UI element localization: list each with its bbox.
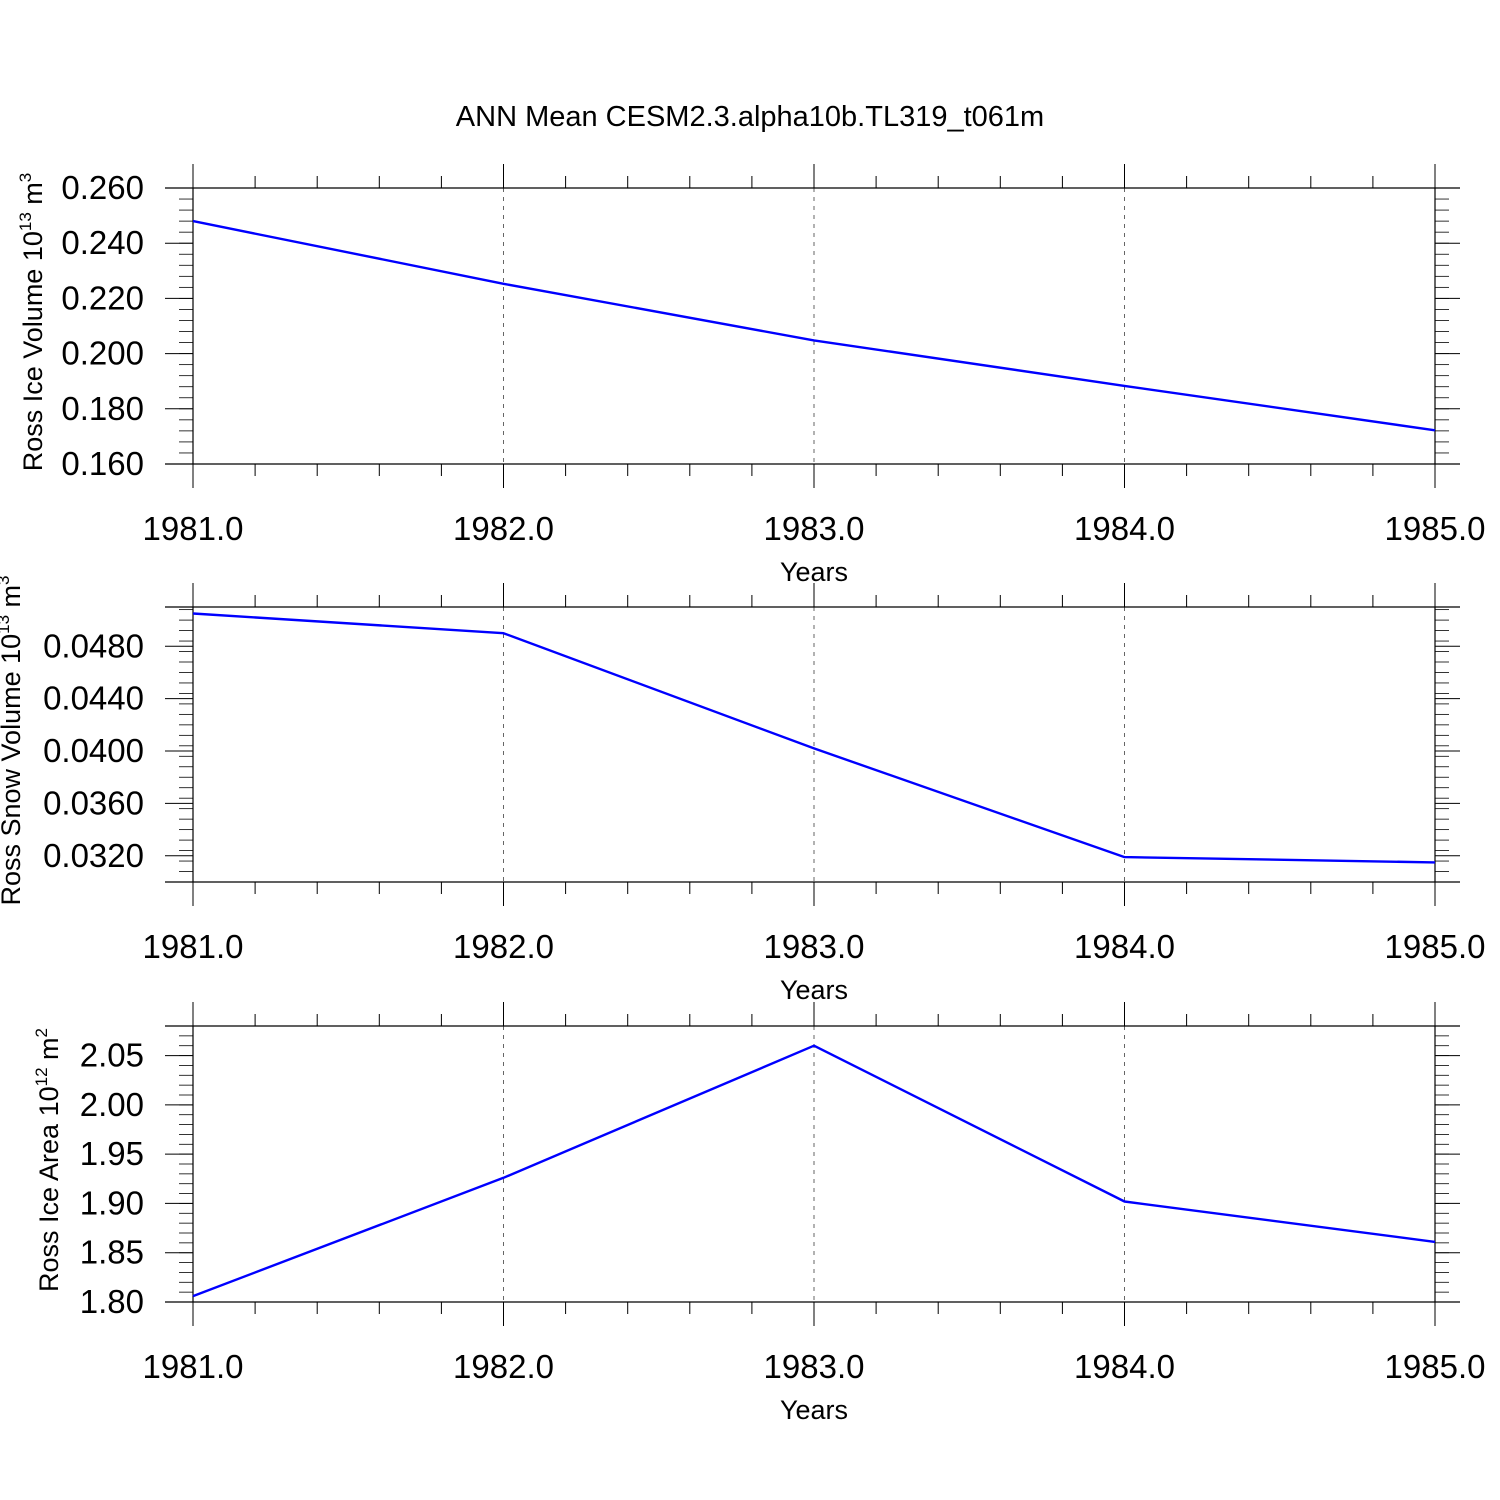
y-tick-label: 0.160 — [61, 445, 144, 482]
chart-panel-2: 0.0320 0.0360 0.0400 0.0440 0.0480 1981.0 1982… — [0, 575, 1485, 1005]
x-tick-label: 1985.0 — [1385, 928, 1486, 965]
x-tick-label: 1984.0 — [1074, 510, 1175, 547]
y-tick-label: 0.260 — [61, 169, 144, 206]
x-tick-label: 1981.0 — [143, 1348, 244, 1385]
y-tick-label: 1.85 — [80, 1234, 144, 1271]
x-tick-label: 1981.0 — [143, 510, 244, 547]
y-tick-label: 1.90 — [80, 1184, 144, 1221]
x-tick-label: 1984.0 — [1074, 1348, 1175, 1385]
y-axis-title-superscript: 3 — [0, 575, 13, 584]
x-tick-label: 1983.0 — [764, 510, 865, 547]
y-tick-label: 1.95 — [80, 1135, 144, 1172]
x-tick-label: 1983.0 — [764, 1348, 865, 1385]
x-tick-label: 1984.0 — [1074, 928, 1175, 965]
x-tick-label: 1982.0 — [453, 928, 554, 965]
series-line — [192, 1044, 1436, 1298]
y-axis-title-superscript: 3 — [16, 173, 35, 182]
y-axis-title-part: Ross Snow Volume 10 — [0, 634, 26, 906]
y-tick-label: 2.00 — [80, 1086, 144, 1123]
figure-title: ANN Mean CESM2.3.alpha10b.TL319_t061m — [456, 101, 1044, 133]
y-tick-label: 2.05 — [80, 1037, 144, 1074]
y-axis-title-part: m — [0, 585, 26, 615]
series-line — [192, 612, 1436, 864]
x-tick-label: 1981.0 — [143, 928, 244, 965]
y-axis-title: Ross Snow Volume 1013 m3 — [0, 575, 26, 905]
y-axis-title-part: Ross Ice Volume 10 — [18, 231, 48, 471]
y-axis-title-superscript: 13 — [16, 212, 35, 231]
x-tick-label: 1983.0 — [764, 928, 865, 965]
y-tick-label: 0.0360 — [43, 784, 144, 821]
y-tick-label: 0.0440 — [43, 680, 144, 717]
series-line — [192, 219, 1436, 432]
y-axis-title-part: Ross Ice Area 10 — [34, 1086, 64, 1292]
x-tick-label: 1985.0 — [1385, 510, 1486, 547]
chart-panel-1: 0.160 0.180 0.200 0.220 0.240 0.260 1981.0 1982… — [16, 164, 1485, 587]
y-axis-title-superscript: 12 — [32, 1067, 51, 1086]
y-tick-label: 0.200 — [61, 335, 144, 372]
x-tick-label: 1985.0 — [1385, 1348, 1486, 1385]
y-axis-title-part: m — [18, 182, 48, 212]
y-axis-title-superscript: 2 — [32, 1028, 51, 1037]
chart-panel-3: 1.80 1.85 1.90 1.95 2.00 2.05 1981.0 1982.0 1983… — [32, 1002, 1485, 1425]
x-axis-title: Years — [780, 557, 848, 587]
y-tick-label: 0.0320 — [43, 837, 144, 874]
chart-panels: 0.160 0.180 0.200 0.220 0.240 0.260 1981.0 1982… — [0, 164, 1485, 1425]
y-axis-title: Ross Ice Area 1012 m2 — [32, 1028, 64, 1292]
y-tick-label: 0.180 — [61, 390, 144, 427]
y-tick-label: 0.240 — [61, 224, 144, 261]
y-axis-title: Ross Ice Volume 1013 m3 — [16, 173, 48, 472]
x-tick-label: 1982.0 — [453, 1348, 554, 1385]
x-axis-title: Years — [780, 975, 848, 1005]
y-tick-label: 0.0480 — [43, 627, 144, 664]
y-axis-title-part: m — [34, 1037, 64, 1067]
y-tick-label: 1.80 — [80, 1283, 144, 1320]
y-tick-label: 0.0400 — [43, 732, 144, 769]
y-tick-label: 0.220 — [61, 279, 144, 316]
x-tick-label: 1982.0 — [453, 510, 554, 547]
x-axis-title: Years — [780, 1395, 848, 1425]
y-axis-title-superscript: 13 — [0, 615, 13, 634]
